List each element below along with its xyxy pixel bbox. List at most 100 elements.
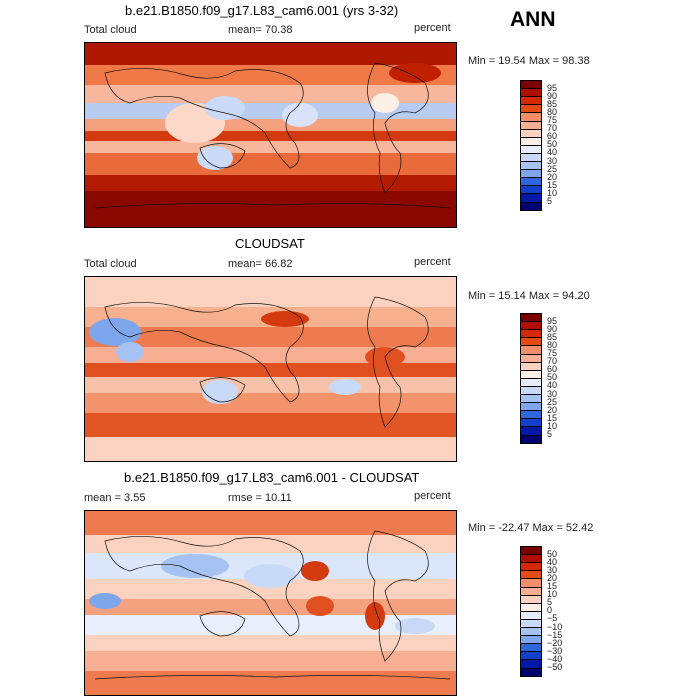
colorbar-swatch [520, 104, 542, 114]
colorbar-tick-label: 10 [547, 589, 558, 600]
colorbar-tick-label: −50 [547, 662, 563, 672]
colorbar-swatch [520, 152, 542, 162]
colorbar-swatch [520, 169, 542, 179]
panel-1-title: b.e21.B1850.f09_g17.L83_cam6.001 (yrs 3-… [125, 3, 399, 18]
panel-1-map [84, 42, 457, 228]
colorbar-tick-label: 30 [547, 155, 558, 166]
colorbar-tick-label: 50 [547, 139, 558, 150]
colorbar-swatch [520, 570, 542, 580]
colorbar-tick-label: 30 [547, 388, 558, 399]
colorbar-swatch [520, 361, 542, 371]
colorbar-swatch [520, 120, 542, 130]
colorbar-swatch [520, 578, 542, 588]
colorbar-swatch [520, 394, 542, 404]
colorbar-swatch [520, 554, 542, 564]
colorbar-swatch [520, 96, 542, 106]
colorbar-tick-label: −20 [547, 637, 563, 648]
panel-1-units: percent [414, 22, 451, 34]
panel-1-mean: mean= 70.38 [228, 24, 293, 36]
colorbar-tick-label: 60 [547, 364, 558, 375]
colorbar-tick-label: 0 [547, 605, 553, 616]
colorbar-swatch [520, 651, 542, 661]
colorbar-swatch [520, 128, 542, 138]
panel-2-title: CLOUDSAT [235, 236, 305, 251]
colorbar-tick-label: 85 [547, 331, 558, 342]
panel-3-mean: mean = 3.55 [84, 492, 146, 504]
colorbar-swatch [520, 627, 542, 637]
panel-1-map-plot [85, 43, 456, 227]
panel-2-variable-label: Total cloud [84, 258, 137, 270]
colorbar-tick-label: 90 [547, 90, 558, 101]
colorbar-tick-label: 20 [547, 572, 558, 583]
colorbar-tick-label: 25 [547, 163, 558, 174]
colorbar-swatch [520, 345, 542, 355]
colorbar-tick-label: 5 [547, 597, 553, 608]
colorbar-swatch [520, 377, 542, 387]
panel-1-colorbar: 95 90 85 80 75 70 60 50 40 30 25 20 15 10 5 [520, 80, 580, 230]
colorbar-tick-label: 75 [547, 348, 558, 358]
panel-2-map-plot [85, 277, 456, 461]
colorbar-swatch [520, 185, 542, 195]
colorbar-tick-label: 15 [547, 412, 558, 423]
colorbar-swatch [520, 144, 542, 154]
colorbar-tick-label: 40 [547, 147, 558, 158]
colorbar-swatch [520, 643, 542, 653]
colorbar-swatch [520, 610, 542, 620]
colorbar-tick-label: 15 [547, 179, 558, 190]
colorbar-tick-label: −40 [547, 653, 563, 664]
colorbar-tick-label: −15 [547, 629, 563, 640]
colorbar-swatch [520, 418, 542, 428]
colorbar-swatch [520, 602, 542, 612]
colorbar-tick-label: 5 [547, 429, 553, 439]
colorbar-swatch [520, 618, 542, 628]
colorbar-tick-label: 10 [547, 187, 558, 198]
colorbar-swatch [520, 369, 542, 379]
colorbar-swatch [520, 329, 542, 339]
colorbar-tick-label: 5 [547, 196, 553, 206]
colorbar-swatch [520, 201, 542, 211]
colorbar-swatch [520, 161, 542, 171]
panel-2-mean: mean= 66.82 [228, 258, 293, 270]
colorbar-swatch [520, 635, 542, 645]
colorbar-swatch [520, 80, 542, 90]
panel-3-map [84, 510, 457, 696]
colorbar-tick-label: 85 [547, 98, 558, 109]
colorbar-tick-label: 50 [547, 548, 558, 559]
panel-2-map [84, 276, 457, 462]
colorbar-tick-label: 60 [547, 131, 558, 142]
panel-2-minmax: Min = 15.14 Max = 94.20 [468, 290, 590, 302]
colorbar-tick-label: 20 [547, 404, 558, 415]
colorbar-swatch [520, 385, 542, 395]
panel-3-minmax: Min = -22.47 Max = 52.42 [468, 522, 594, 534]
panel-1-variable-label: Total cloud [84, 24, 137, 36]
colorbar-swatch [520, 193, 542, 203]
colorbar-tick-label: −10 [547, 621, 563, 632]
colorbar-tick-label: −5 [547, 613, 558, 624]
colorbar-swatch [520, 321, 542, 331]
colorbar-tick-label: 50 [547, 372, 558, 383]
colorbar-tick-label: 40 [547, 380, 558, 391]
colorbar-swatch [520, 337, 542, 347]
colorbar-swatch [520, 586, 542, 596]
colorbar-tick-label: 40 [547, 556, 558, 567]
colorbar-swatch [520, 546, 542, 556]
colorbar-swatch [520, 353, 542, 363]
panel-3-title: b.e21.B1850.f09_g17.L83_cam6.001 - CLOUD… [124, 470, 420, 485]
colorbar-swatch [520, 659, 542, 669]
panel-3-units: percent [414, 490, 451, 502]
colorbar-swatch [520, 177, 542, 187]
season-label: ANN [510, 8, 556, 31]
colorbar-tick-label: 30 [547, 564, 558, 575]
panel-1-minmax: Min = 19.54 Max = 98.38 [468, 55, 590, 67]
colorbar-tick-label: −30 [547, 645, 563, 656]
colorbar-swatch [520, 594, 542, 604]
colorbar-tick-label: 15 [547, 581, 558, 591]
colorbar-tick-label: 95 [547, 315, 558, 326]
colorbar-tick-label: 70 [547, 356, 558, 367]
colorbar-swatch [520, 136, 542, 146]
panel-2-colorbar: 95 90 85 80 75 70 60 50 40 30 25 20 15 10 5 [520, 313, 580, 463]
colorbar-tick-label: 95 [547, 82, 558, 93]
colorbar-tick-label: 75 [547, 115, 558, 125]
colorbar-tick-label: 90 [547, 323, 558, 334]
colorbar-swatch [520, 426, 542, 436]
